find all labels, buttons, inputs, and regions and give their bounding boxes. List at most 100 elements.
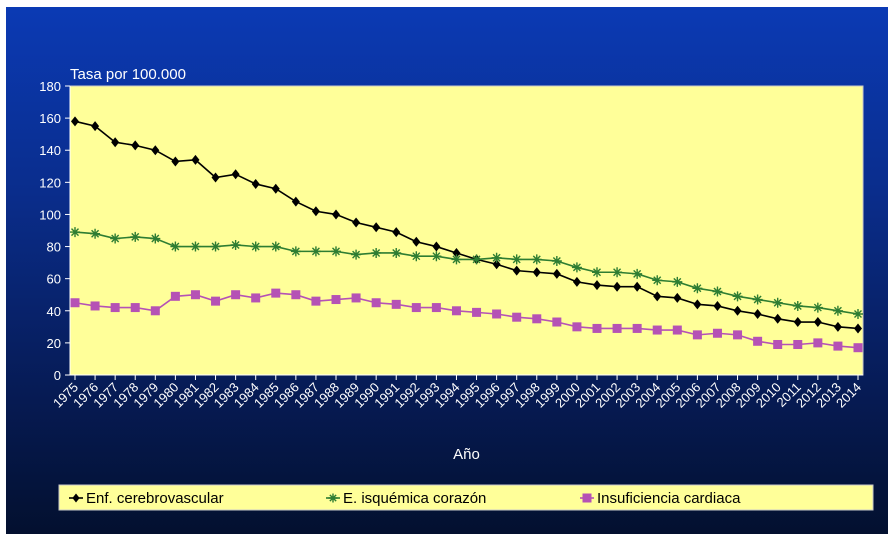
data-point bbox=[391, 299, 401, 309]
data-point bbox=[653, 291, 662, 302]
data-point bbox=[311, 296, 321, 306]
data-point bbox=[331, 295, 341, 305]
data-point bbox=[612, 323, 622, 333]
data-point bbox=[371, 247, 382, 258]
data-point bbox=[632, 323, 642, 333]
data-point bbox=[230, 239, 241, 250]
legend-box bbox=[58, 484, 874, 511]
data-point bbox=[773, 339, 783, 349]
x-axis: 1975197619771978197919801981198219831984… bbox=[50, 374, 864, 411]
data-point bbox=[411, 303, 421, 313]
data-point bbox=[231, 169, 240, 180]
data-point bbox=[552, 317, 562, 327]
data-point bbox=[210, 241, 221, 252]
data-point bbox=[452, 247, 461, 258]
series-1 bbox=[71, 116, 862, 334]
data-point bbox=[492, 309, 502, 319]
y-axis: 0 20 40 60 80 100 120 140 160 180 bbox=[39, 79, 71, 383]
data-point bbox=[813, 338, 823, 348]
data-point bbox=[72, 493, 80, 503]
data-point bbox=[713, 300, 722, 311]
data-point bbox=[832, 305, 843, 316]
data-point bbox=[652, 325, 662, 335]
data-point bbox=[311, 206, 320, 217]
data-point bbox=[431, 251, 442, 262]
data-point bbox=[251, 178, 260, 189]
data-point bbox=[793, 339, 803, 349]
data-point bbox=[792, 300, 803, 311]
data-point bbox=[231, 290, 241, 300]
data-point bbox=[753, 308, 762, 319]
data-point bbox=[532, 267, 541, 278]
y-tick-label: 40 bbox=[47, 304, 61, 319]
data-point bbox=[150, 306, 160, 316]
legend-label: E. isquémica corazón bbox=[343, 490, 486, 507]
data-point bbox=[672, 325, 682, 335]
data-point bbox=[572, 322, 582, 332]
line-chart: Tasa por 100.000 0 20 40 60 80 100 120 140 160 18… bbox=[39, 66, 874, 511]
data-point bbox=[411, 251, 422, 262]
data-point bbox=[491, 252, 502, 263]
data-point bbox=[853, 308, 863, 319]
data-point bbox=[191, 154, 200, 165]
data-point bbox=[613, 281, 622, 292]
data-point bbox=[693, 299, 702, 310]
data-point bbox=[854, 323, 862, 334]
data-point bbox=[451, 254, 462, 265]
data-point bbox=[392, 227, 401, 238]
data-point bbox=[532, 314, 542, 324]
data-point bbox=[71, 116, 79, 127]
data-point bbox=[331, 246, 341, 257]
data-point bbox=[472, 307, 482, 317]
data-point bbox=[753, 336, 763, 346]
data-point bbox=[432, 241, 441, 252]
data-point bbox=[110, 233, 121, 244]
data-point bbox=[512, 265, 521, 276]
data-point bbox=[351, 249, 362, 260]
series-line bbox=[74, 292, 859, 349]
data-point bbox=[632, 268, 643, 279]
data-point bbox=[551, 256, 562, 267]
data-point bbox=[332, 209, 340, 220]
y-tick-label: 60 bbox=[47, 272, 61, 287]
data-point bbox=[793, 317, 802, 328]
data-point bbox=[712, 328, 722, 338]
series-2 bbox=[70, 227, 863, 319]
data-point bbox=[582, 493, 592, 503]
data-point bbox=[371, 298, 381, 308]
data-point bbox=[90, 301, 100, 311]
data-point bbox=[130, 303, 140, 313]
data-point bbox=[853, 343, 863, 353]
y-axis-title: Tasa por 100.000 bbox=[70, 66, 186, 83]
data-point bbox=[110, 303, 120, 313]
data-point bbox=[451, 306, 461, 316]
data-point bbox=[250, 241, 261, 252]
data-point bbox=[633, 281, 642, 292]
data-point bbox=[328, 493, 338, 503]
data-point bbox=[571, 262, 582, 273]
data-point bbox=[130, 231, 141, 242]
series-line bbox=[74, 120, 859, 330]
data-point bbox=[190, 241, 201, 252]
data-point bbox=[812, 302, 823, 313]
data-point bbox=[471, 254, 482, 265]
data-point bbox=[531, 254, 542, 265]
y-tick-label: 0 bbox=[54, 368, 61, 383]
y-tick-label: 20 bbox=[47, 336, 61, 351]
data-point bbox=[833, 321, 842, 332]
data-point bbox=[592, 323, 602, 333]
data-point bbox=[733, 305, 742, 316]
data-point bbox=[352, 217, 361, 228]
data-point bbox=[512, 312, 522, 322]
y-tick-label: 80 bbox=[47, 240, 61, 255]
data-point bbox=[170, 241, 181, 252]
data-point bbox=[131, 140, 140, 151]
legend-label: Insuficiencia cardiaca bbox=[597, 490, 741, 507]
data-point bbox=[412, 236, 421, 247]
series-line bbox=[74, 231, 859, 315]
data-point bbox=[190, 290, 200, 300]
data-point bbox=[270, 241, 281, 252]
data-point bbox=[772, 297, 783, 308]
data-point bbox=[552, 268, 561, 279]
data-point bbox=[712, 286, 723, 297]
